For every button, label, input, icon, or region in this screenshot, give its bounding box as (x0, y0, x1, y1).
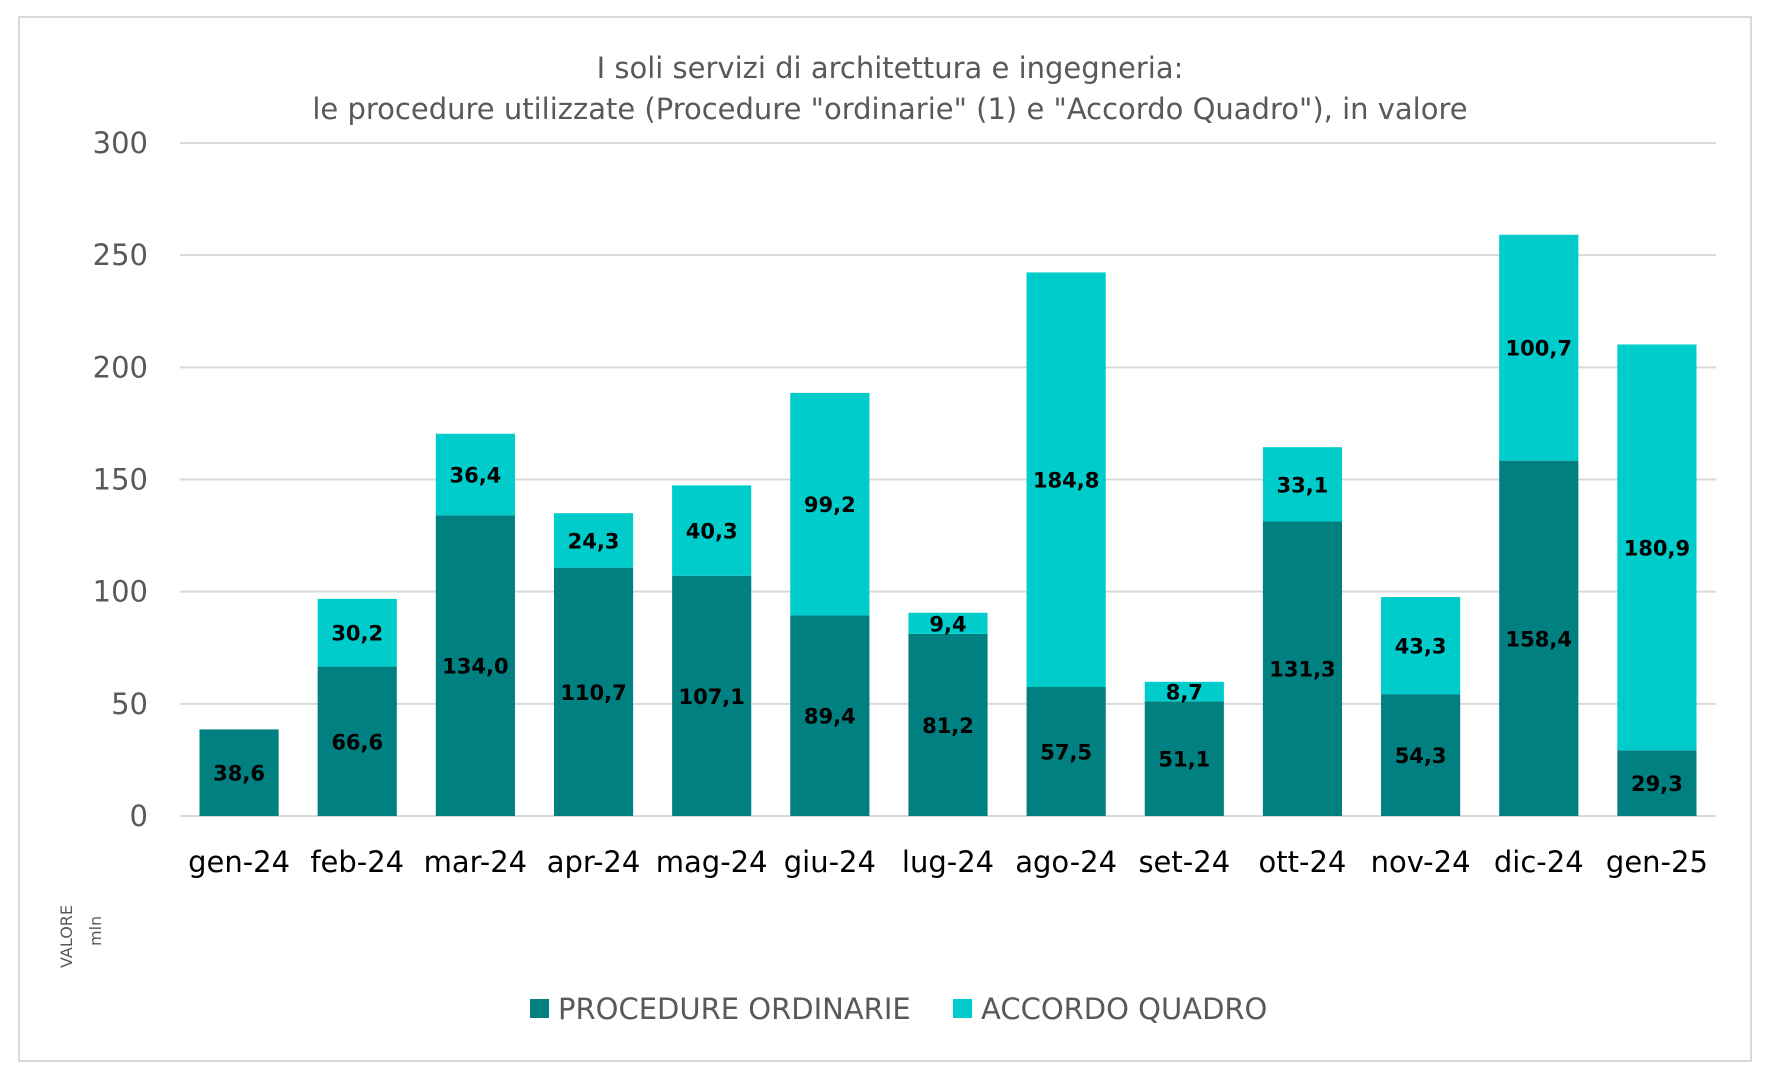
x-tick-label: giu-24 (784, 845, 876, 879)
x-tick-label: feb-24 (310, 845, 404, 879)
legend: PROCEDURE ORDINARIE ACCORDO QUADRO (530, 992, 1267, 1026)
x-tick-label: nov-24 (1371, 845, 1471, 879)
bar-procedure-ordinarie-dic-24 (1499, 460, 1579, 816)
bar-procedure-ordinarie-ago-24 (1026, 687, 1106, 816)
data-label: 9,4 (929, 612, 966, 636)
data-label: 30,2 (331, 622, 383, 646)
legend-label-procedure-ordinarie: PROCEDURE ORDINARIE (558, 992, 911, 1026)
bar-accordo-quadro-gen-25 (1617, 344, 1697, 751)
bar-accordo-quadro-lug-24 (908, 612, 988, 634)
data-label: 107,1 (678, 685, 744, 709)
bar-procedure-ordinarie-feb-24 (317, 666, 397, 816)
data-label: 99,2 (804, 493, 856, 517)
x-tick-label: ago-24 (1015, 845, 1117, 879)
x-tick-label: ott-24 (1259, 845, 1347, 879)
y-axis-unit: mln (86, 916, 105, 946)
x-tick-label: gen-24 (188, 845, 290, 879)
bar-procedure-ordinarie-gen-24 (199, 729, 279, 816)
bar-procedure-ordinarie-apr-24 (553, 567, 634, 816)
x-tick-label: dic-24 (1494, 845, 1584, 879)
bar-accordo-quadro-mar-24 (435, 433, 515, 516)
data-label: 40,3 (686, 520, 738, 544)
bar-procedure-ordinarie-ott-24 (1262, 521, 1343, 816)
x-tick-label: gen-25 (1606, 845, 1708, 879)
chart-title: I soli servizi di architettura e ingegne… (597, 51, 1184, 85)
x-tick-label: mar-24 (424, 845, 527, 879)
data-label: 89,4 (804, 705, 856, 729)
data-label: 43,3 (1395, 635, 1447, 659)
bar-procedure-ordinarie-mar-24 (435, 515, 515, 816)
data-label: 38,6 (213, 762, 265, 786)
bar-accordo-quadro-mag-24 (672, 485, 752, 576)
data-label: 24,3 (568, 529, 620, 553)
y-axis-label: VALORE (57, 905, 76, 968)
bar-procedure-ordinarie-nov-24 (1381, 694, 1461, 816)
bar-accordo-quadro-ago-24 (1026, 272, 1106, 688)
data-label: 81,2 (922, 714, 974, 738)
y-tick-label: 150 (93, 463, 148, 497)
data-label: 131,3 (1269, 658, 1335, 682)
data-label: 29,3 (1631, 772, 1683, 796)
data-label: 184,8 (1033, 469, 1099, 493)
bar-procedure-ordinarie-lug-24 (908, 633, 988, 816)
y-tick-label: 300 (93, 126, 148, 160)
y-axis-ticks: 0 50 100 150 200 250 300 (93, 126, 148, 833)
data-label: 66,6 (331, 730, 383, 754)
y-tick-label: 50 (111, 687, 148, 721)
data-label: 57,5 (1040, 741, 1092, 765)
chart-subtitle: le procedure utilizzate (Procedure "ordi… (312, 92, 1467, 126)
bar-procedure-ordinarie-giu-24 (790, 615, 870, 816)
data-labels: 38,6 66,6 134,0 110,7 107,1 89,4 81,2 57,5 51,1 1… (213, 337, 1690, 796)
bar-procedure-ordinarie-mag-24 (672, 575, 752, 816)
bar-accordo-quadro-feb-24 (317, 598, 397, 667)
x-axis-ticks: gen-24 feb-24 mar-24 apr-24 mag-24 giu-24 lug-… (188, 845, 1708, 879)
x-tick-label: mag-24 (656, 845, 768, 879)
data-label: 158,4 (1506, 627, 1572, 651)
bar-accordo-quadro-dic-24 (1499, 234, 1579, 461)
x-tick-label: set-24 (1138, 845, 1230, 879)
bar-accordo-quadro-nov-24 (1381, 597, 1461, 695)
data-label: 110,7 (560, 681, 626, 705)
data-label: 51,1 (1158, 748, 1210, 772)
data-label: 100,7 (1506, 337, 1572, 361)
x-tick-label: apr-24 (547, 845, 641, 879)
y-tick-label: 200 (93, 350, 148, 384)
data-label: 134,0 (442, 655, 508, 679)
x-tick-label: lug-24 (902, 845, 994, 879)
legend-swatch-procedure-ordinarie (530, 999, 549, 1018)
y-tick-label: 0 (130, 799, 148, 833)
bar-procedure-ordinarie-gen-25 (1617, 750, 1697, 816)
bar-accordo-quadro-giu-24 (790, 392, 870, 616)
data-label: 54,3 (1395, 744, 1447, 768)
y-tick-label: 250 (93, 238, 148, 272)
legend-label-accordo-quadro: ACCORDO QUADRO (981, 992, 1267, 1026)
chart-frame (18, 16, 1752, 1062)
y-tick-label: 100 (93, 575, 148, 609)
data-label: 8,7 (1166, 681, 1203, 705)
bar-procedure-ordinarie-set-24 (1144, 701, 1224, 816)
bar-accordo-quadro-apr-24 (553, 513, 634, 568)
bar-accordo-quadro-set-24 (1144, 681, 1224, 702)
data-label: 180,9 (1624, 536, 1690, 560)
bars (199, 234, 1697, 816)
legend-swatch-accordo-quadro (953, 999, 972, 1018)
bar-accordo-quadro-ott-24 (1262, 447, 1343, 522)
data-label: 33,1 (1277, 473, 1329, 497)
data-label: 36,4 (449, 464, 501, 488)
